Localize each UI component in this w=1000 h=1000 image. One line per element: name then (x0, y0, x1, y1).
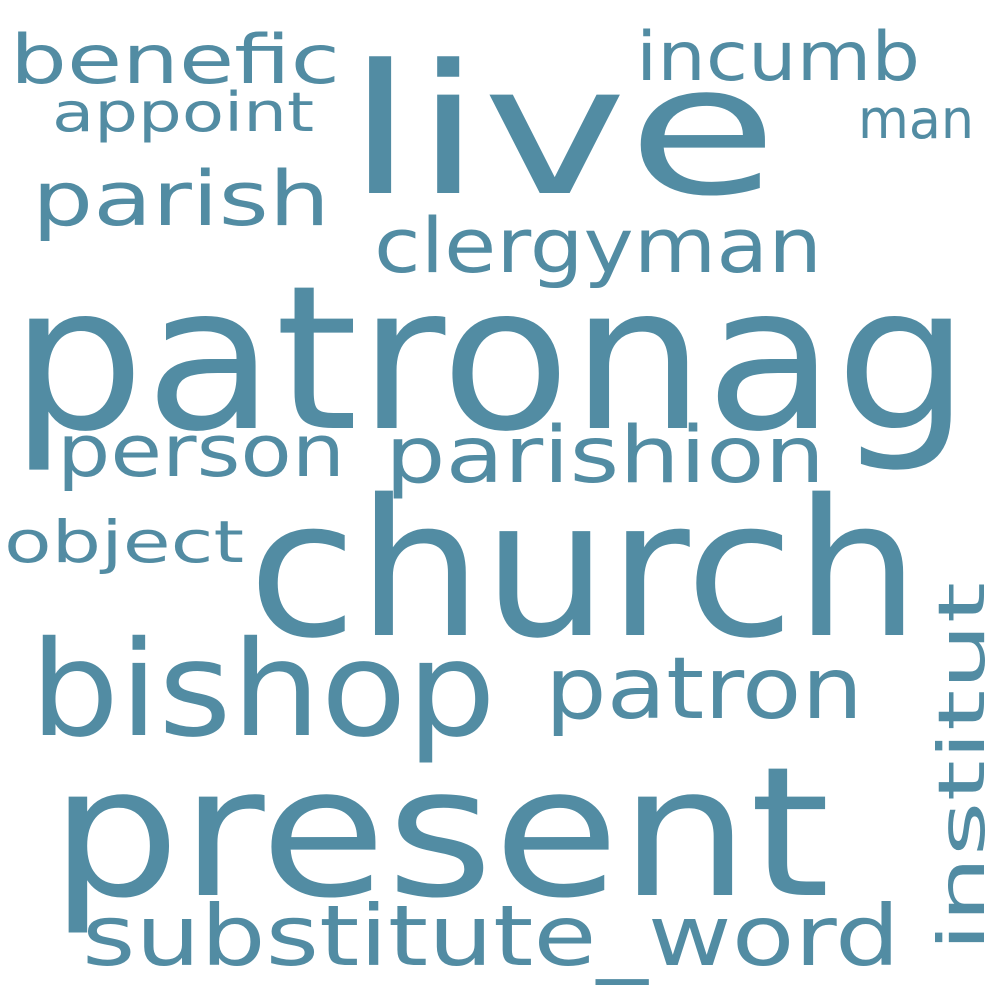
word-parish: parish (32, 154, 330, 243)
word-live: live (346, 27, 778, 236)
word-patronag: patronag (10, 243, 970, 476)
word-church: church (248, 459, 920, 680)
word-institut: institut (926, 582, 1000, 952)
word-clergyman: clergyman (374, 201, 822, 290)
word-benefic: benefic (10, 21, 340, 100)
word-present: present (50, 729, 830, 938)
word-bishop: bishop (30, 613, 496, 767)
word-object: object (4, 508, 244, 576)
word-incumb: incumb (636, 18, 920, 97)
word-appoint: appoint (52, 81, 314, 144)
word-substitute-word: substitute_word (82, 887, 900, 985)
word-parishion: parishion (385, 411, 825, 501)
word-man: man (858, 88, 974, 151)
word-person: person (57, 409, 345, 493)
word-patron: patron (545, 639, 863, 739)
